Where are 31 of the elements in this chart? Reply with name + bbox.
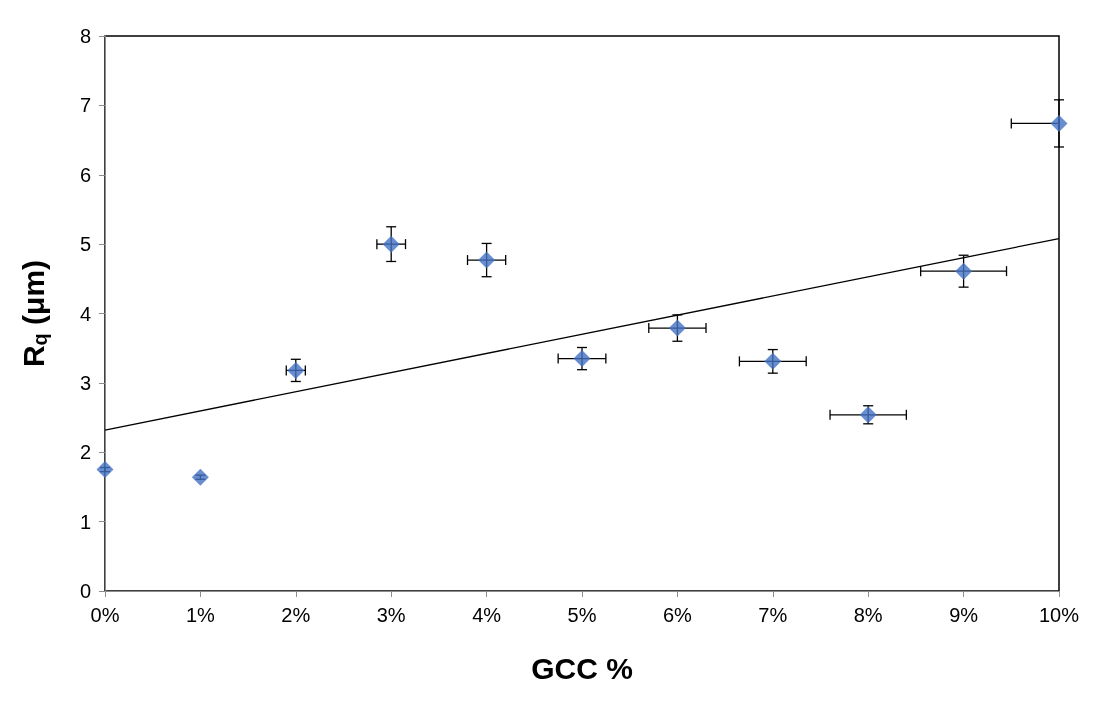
y-tick-label: 7 xyxy=(79,94,91,117)
x-tick-label: 6% xyxy=(662,604,693,626)
point xyxy=(573,350,591,368)
x-tick-label: 8% xyxy=(853,604,883,626)
x-tick-label: 10% xyxy=(1038,604,1080,626)
x-tick-label: 1% xyxy=(185,604,216,626)
x-tick-label: 5% xyxy=(567,604,597,626)
x-tick-label: 0% xyxy=(90,604,120,626)
y-tick-label: 4 xyxy=(79,302,91,325)
point xyxy=(955,262,973,280)
y-tick-label: 6 xyxy=(79,163,91,186)
y-tick-label: 3 xyxy=(79,371,91,394)
y-tick-label: 0 xyxy=(79,580,91,602)
point xyxy=(1050,114,1068,132)
y-axis-title: Rq (μm) xyxy=(16,259,51,368)
x-tick-label: 9% xyxy=(949,604,979,626)
point xyxy=(478,251,496,269)
point xyxy=(191,468,209,486)
y-tick-label: 5 xyxy=(79,233,91,256)
x-tick-label: 2% xyxy=(281,604,311,626)
point xyxy=(96,461,114,479)
x-tick-label: 7% xyxy=(758,604,788,626)
x-tick-label: 4% xyxy=(472,604,502,626)
y-tick-label: 2 xyxy=(79,441,91,464)
point xyxy=(764,352,782,370)
y-tick-label: 1 xyxy=(79,510,91,533)
y-tick-label: 8 xyxy=(79,25,91,47)
x-tick-label: 3% xyxy=(376,604,406,626)
point xyxy=(382,235,400,253)
x-axis-title: GCC % xyxy=(531,651,633,685)
point xyxy=(668,319,686,337)
